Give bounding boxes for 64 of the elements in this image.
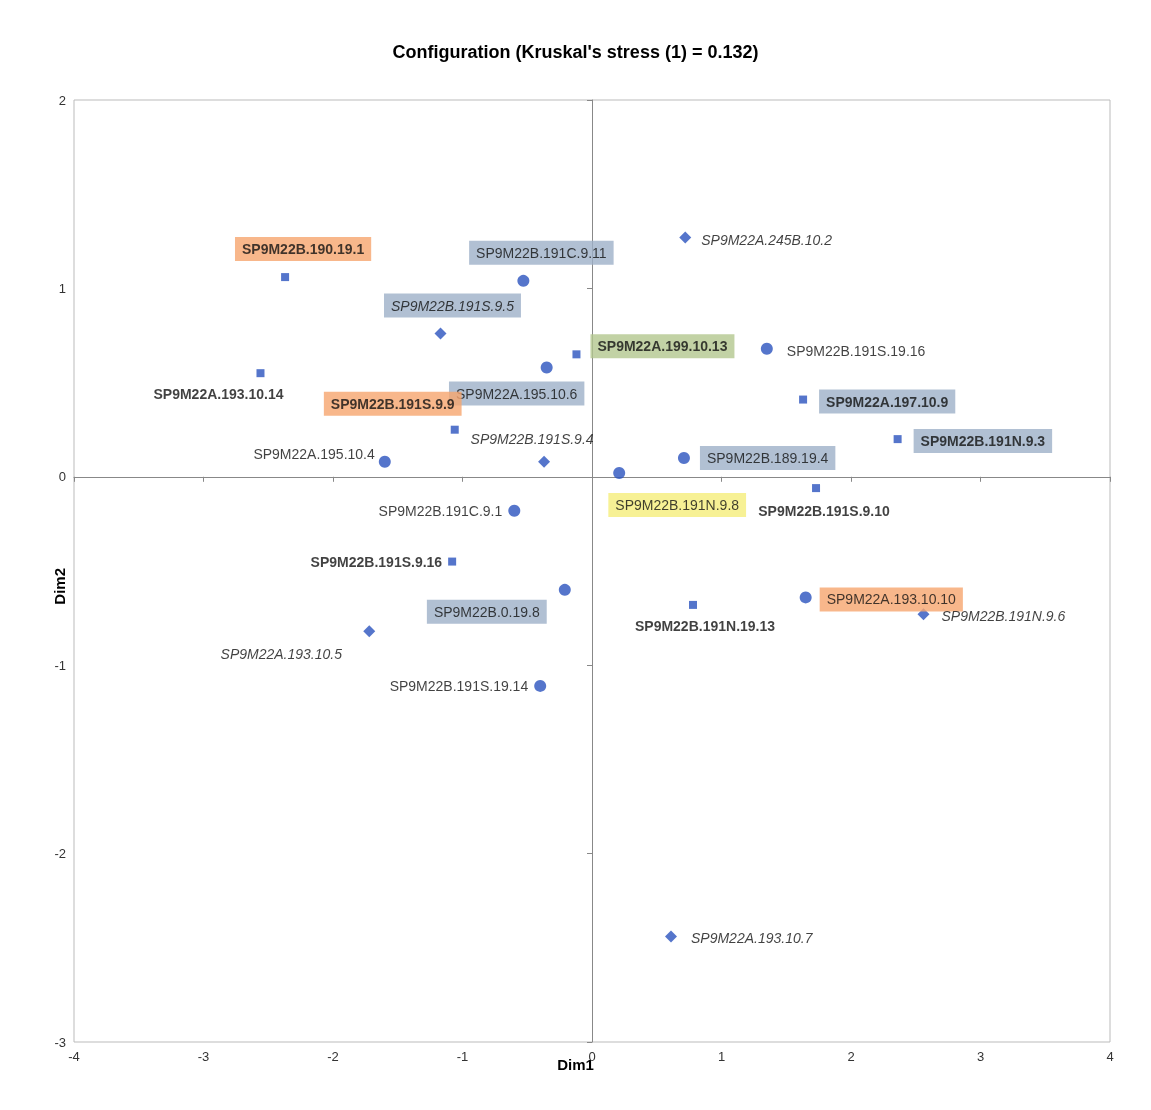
data-label: SP9M22A.193.10.14: [153, 386, 284, 403]
x-tick-label: 3: [976, 1049, 985, 1064]
point: [448, 557, 457, 566]
data-label: SP9M22B.191N.9.6: [941, 608, 1066, 625]
point: [760, 342, 773, 355]
point: [540, 361, 553, 374]
x-tick-label: -2: [327, 1049, 339, 1064]
point: [677, 451, 690, 464]
data-label: SP9M22B.191C.9.11: [476, 244, 607, 261]
point: [679, 231, 692, 244]
data-label: SP9M22A.197.10.9: [826, 393, 949, 410]
data-label: SP9M22B.191N.9.8: [615, 497, 740, 514]
chart-title: Configuration (Kruskal's stress (1) = 0.132): [392, 42, 759, 62]
data-label: SP9M22B.191N.19.13: [634, 617, 776, 634]
x-tick-label: 1: [717, 1049, 726, 1064]
point: [572, 350, 581, 359]
point: [434, 327, 447, 340]
point: [534, 679, 547, 692]
data-label: SP9M22B.191S.19.16: [786, 342, 926, 359]
point: [664, 930, 677, 943]
point: [812, 484, 821, 493]
y-tick-label: 1: [58, 280, 66, 296]
data-label: SP9M22B.189.19.4: [706, 449, 829, 466]
point: [378, 455, 391, 468]
point: [281, 273, 290, 282]
point: [689, 600, 698, 609]
data-label: SP9M22B.191C.9.1: [378, 502, 503, 519]
y-tick-label: -3: [54, 1034, 66, 1050]
point: [517, 274, 530, 287]
point: [538, 455, 551, 468]
data-label: SP9M22A.193.10.7: [690, 930, 814, 947]
point: [363, 625, 376, 638]
y-tick-label: -2: [54, 846, 66, 862]
data-label: SP9M22B.191N.9.3: [920, 433, 1046, 450]
data-label: SP9M22B.190.19.1: [241, 241, 365, 258]
point: [508, 504, 521, 517]
y-axis-title: Dim2: [51, 567, 68, 605]
x-tick-label: -3: [197, 1049, 210, 1064]
data-label: SP9M22B.191S.9.5: [390, 297, 515, 314]
data-label: SP9M22B.191S.9.9: [330, 395, 455, 412]
data-label: SP9M22A.193.10.10: [826, 591, 957, 608]
x-tick-label: 2: [847, 1049, 855, 1064]
data-label: SP9M22A.193.10.5: [220, 646, 343, 663]
data-label: SP9M22B.191S.9.16: [310, 553, 443, 570]
x-tick-label: 4: [1106, 1049, 1114, 1064]
y-tick-label: -1: [54, 657, 66, 673]
y-tick-label: 0: [58, 469, 66, 485]
point: [256, 369, 265, 378]
data-label: SP9M22A.245B.10.2: [701, 231, 833, 248]
data-label: SP9M22A.195.10.6: [455, 385, 578, 402]
point: [558, 583, 571, 596]
data-label: SP9M22B.0.19.8: [433, 603, 540, 620]
point: [450, 425, 459, 434]
y-tick-label: 2: [58, 92, 66, 108]
point: [799, 591, 812, 604]
data-label: SP9M22A.199.10.13: [597, 338, 728, 355]
data-label: SP9M22A.195.10.4: [253, 445, 376, 462]
x-tick-label: -1: [456, 1049, 469, 1064]
data-label: SP9M22B.191S.9.10: [758, 503, 891, 520]
point: [799, 395, 808, 404]
point: [613, 467, 626, 480]
point: [893, 435, 902, 444]
x-tick-label: -4: [68, 1049, 80, 1064]
data-label: SP9M22B.191S.19.14: [389, 677, 529, 694]
